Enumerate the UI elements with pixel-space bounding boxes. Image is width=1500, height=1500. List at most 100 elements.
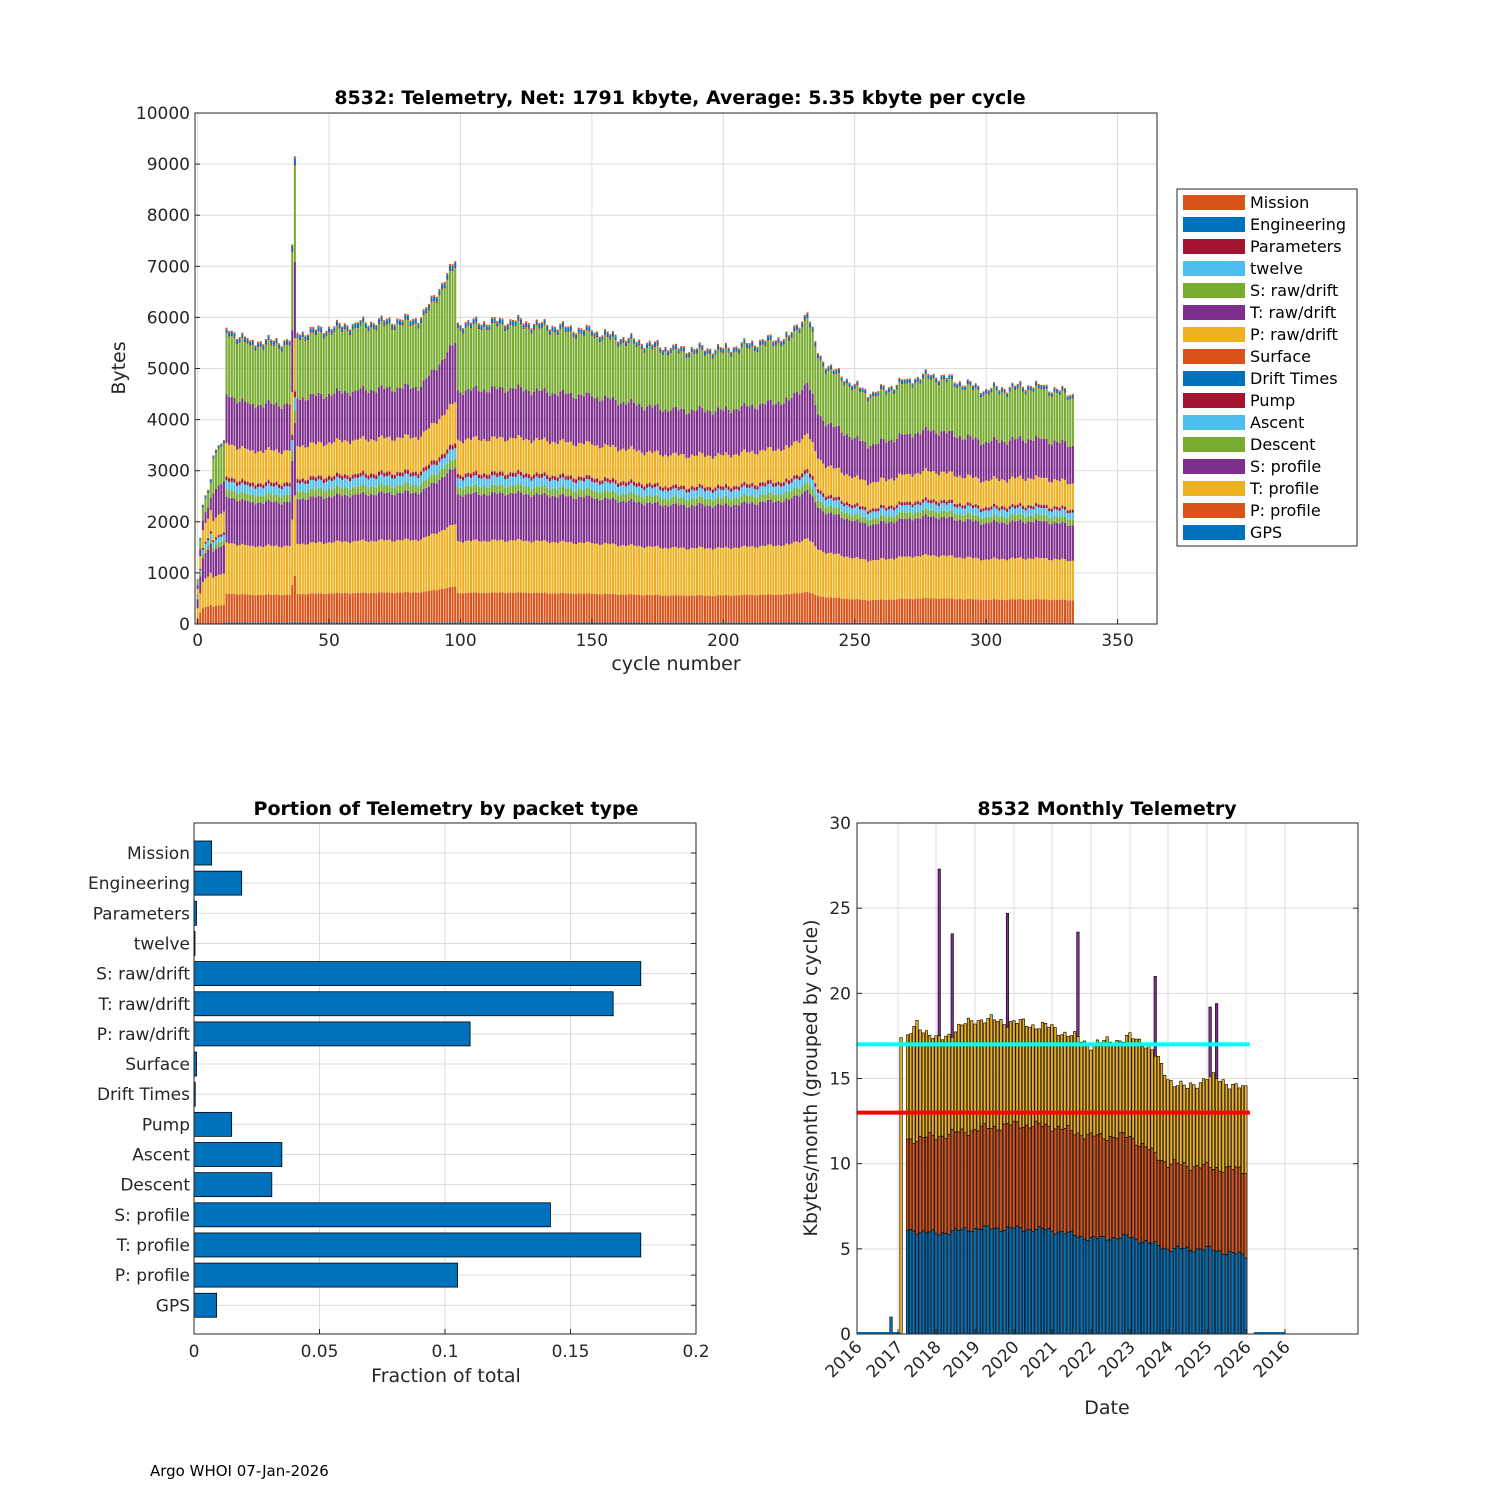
bar-segment xyxy=(646,503,649,547)
bar-segment xyxy=(356,439,359,474)
bar-segment xyxy=(714,622,717,624)
bar-segment xyxy=(614,336,617,340)
bar-segment xyxy=(272,340,275,342)
bar-segment xyxy=(582,331,586,335)
bar-segment xyxy=(685,500,688,508)
bar-segment xyxy=(512,325,515,389)
bar-segment xyxy=(362,436,365,471)
bar-segment xyxy=(653,345,656,347)
bar-segment xyxy=(275,485,278,494)
bar-segment xyxy=(493,470,496,472)
bar-stack-cycle xyxy=(333,326,336,624)
bar-segment xyxy=(375,541,378,594)
bar-segment xyxy=(475,385,478,437)
bar-segment xyxy=(803,469,806,471)
bar-segment xyxy=(501,484,504,493)
bar-segment xyxy=(267,492,270,500)
bar-stack-cycle xyxy=(953,382,956,624)
bar-segment xyxy=(372,440,375,474)
bar-segment xyxy=(835,370,838,373)
bar-segment xyxy=(632,343,635,403)
bar-segment xyxy=(661,355,664,412)
bar-segment xyxy=(314,395,317,444)
bar-segment xyxy=(301,490,304,499)
bar-segment xyxy=(659,498,662,506)
bar-segment xyxy=(548,476,551,478)
bar-segment xyxy=(811,488,814,497)
bar-segment xyxy=(950,378,954,380)
bar-segment xyxy=(320,496,323,543)
bar-segment xyxy=(438,461,441,472)
bar-segment xyxy=(774,622,777,624)
bar-segment xyxy=(740,405,743,452)
bar-segment xyxy=(627,339,630,342)
bar-segment xyxy=(393,325,396,329)
bar-stack-cycle xyxy=(204,495,207,624)
bar-segment xyxy=(690,351,693,353)
bar-segment xyxy=(774,502,777,546)
bar-segment xyxy=(816,596,819,623)
bar-segment xyxy=(898,504,901,512)
bar-segment xyxy=(283,486,286,495)
bar-segment xyxy=(259,486,262,496)
bar-segment xyxy=(722,490,725,499)
bar-segment xyxy=(462,477,465,481)
bar-segment xyxy=(761,340,764,344)
bar-segment xyxy=(543,472,546,477)
bar-stack-cycle xyxy=(927,374,930,624)
bar-segment xyxy=(688,352,691,354)
bar-segment xyxy=(787,336,791,340)
bar-segment xyxy=(795,474,798,475)
bar-segment xyxy=(698,502,701,547)
bar-segment xyxy=(459,475,462,480)
bar-stack-cycle xyxy=(288,340,291,624)
bar-segment xyxy=(745,484,748,488)
bar-segment xyxy=(480,474,483,475)
bar-segment xyxy=(630,482,633,492)
bar-segment xyxy=(719,622,722,624)
bar-segment xyxy=(364,486,367,495)
bar-segment xyxy=(212,456,215,458)
bar-stack-cycle xyxy=(803,314,806,624)
bar-segment xyxy=(814,346,817,405)
bar-segment xyxy=(751,344,754,346)
bar-segment xyxy=(322,498,325,544)
bar-segment xyxy=(885,599,888,623)
bar-segment xyxy=(459,487,462,496)
bar-segment xyxy=(948,379,951,431)
bar-segment xyxy=(459,325,462,327)
bar-segment xyxy=(617,483,620,488)
bar-segment xyxy=(283,404,286,451)
bar-segment xyxy=(291,330,294,393)
bar-segment xyxy=(372,390,375,441)
bar-segment xyxy=(548,443,551,477)
bar-segment xyxy=(222,540,225,545)
bar-segment xyxy=(774,594,777,623)
bar-segment xyxy=(328,326,331,329)
bar-segment xyxy=(848,476,851,504)
bar-segment xyxy=(464,486,467,495)
bar-segment xyxy=(940,500,943,504)
bar-segment xyxy=(251,482,254,487)
bar-stack-cycle xyxy=(648,340,651,624)
bar-stack-cycle xyxy=(275,338,278,624)
bar-segment xyxy=(722,548,725,596)
bar-segment xyxy=(827,597,830,623)
bar-segment xyxy=(874,391,877,394)
bar-segment xyxy=(945,556,948,599)
bar-segment xyxy=(259,404,262,452)
bar-segment xyxy=(772,546,775,595)
bar-segment xyxy=(435,296,438,299)
bar-segment xyxy=(414,492,417,540)
bar-segment xyxy=(514,438,517,473)
bar-segment xyxy=(543,318,546,321)
bar-segment xyxy=(677,595,680,623)
bar-segment xyxy=(391,391,394,441)
bar-segment xyxy=(267,480,270,484)
bar-segment xyxy=(932,373,935,375)
bar-segment xyxy=(246,343,249,403)
bar-segment xyxy=(538,486,541,495)
bar-segment xyxy=(222,534,225,541)
bar-segment xyxy=(296,479,299,483)
bar-segment xyxy=(425,308,428,313)
